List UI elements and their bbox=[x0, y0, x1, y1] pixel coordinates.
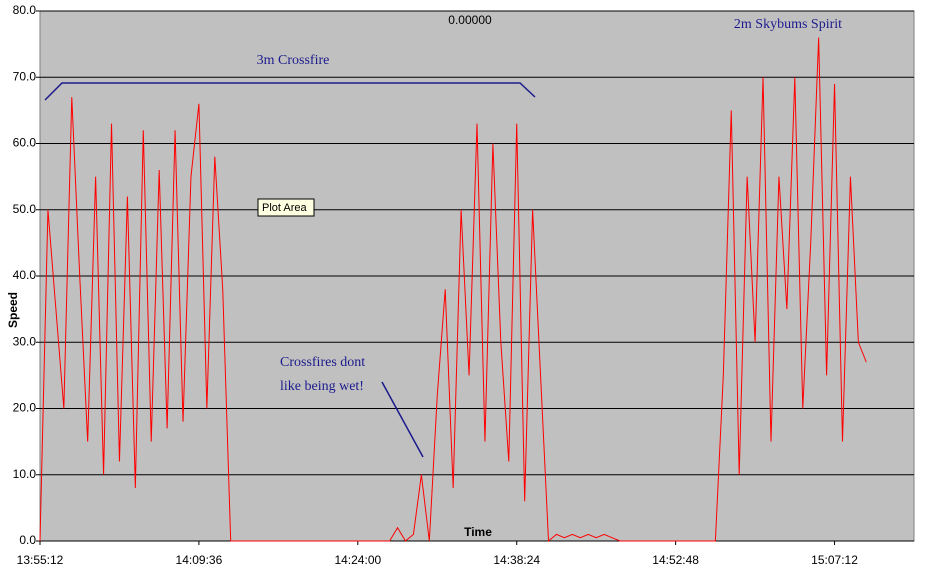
annotation: like being wet! bbox=[280, 379, 364, 394]
y-tick-label: 50.0 bbox=[13, 202, 37, 216]
y-tick-label: 60.0 bbox=[13, 136, 37, 150]
series-line bbox=[39, 37, 867, 543]
x-tick-label: 14:52:48 bbox=[652, 553, 699, 567]
annotation: 0.00000 bbox=[448, 13, 492, 27]
pointer-line bbox=[381, 381, 424, 458]
y-tick-label: 40.0 bbox=[13, 268, 37, 282]
bracket bbox=[44, 82, 536, 101]
annotation: Crossfires dont bbox=[280, 355, 365, 370]
y-tick-label: 0.0 bbox=[19, 533, 36, 547]
y-tick-label: 20.0 bbox=[13, 401, 37, 415]
annotation: 3m Crossfire bbox=[257, 53, 330, 68]
y-tick-label: 80.0 bbox=[13, 3, 37, 17]
x-tick-label: 13:55:12 bbox=[17, 553, 64, 567]
y-tick-label: 70.0 bbox=[13, 69, 37, 83]
annotation: 2m Skybums Spirit bbox=[734, 17, 842, 32]
x-axis-label: Time bbox=[464, 525, 492, 539]
marks bbox=[39, 37, 867, 543]
x-tick-label: 14:38:24 bbox=[493, 553, 540, 567]
x-tick-label: 15:07:12 bbox=[811, 553, 858, 567]
y-tick-label: 30.0 bbox=[13, 334, 37, 348]
x-tick-label: 14:09:36 bbox=[176, 553, 223, 567]
tooltip-box bbox=[257, 198, 315, 217]
x-tick-label: 14:24:00 bbox=[334, 553, 381, 567]
grid bbox=[36, 10, 914, 545]
tooltip-text: Plot Area bbox=[262, 202, 308, 214]
y-tick-label: 10.0 bbox=[13, 467, 37, 481]
y-axis-label: Speed bbox=[6, 292, 20, 328]
